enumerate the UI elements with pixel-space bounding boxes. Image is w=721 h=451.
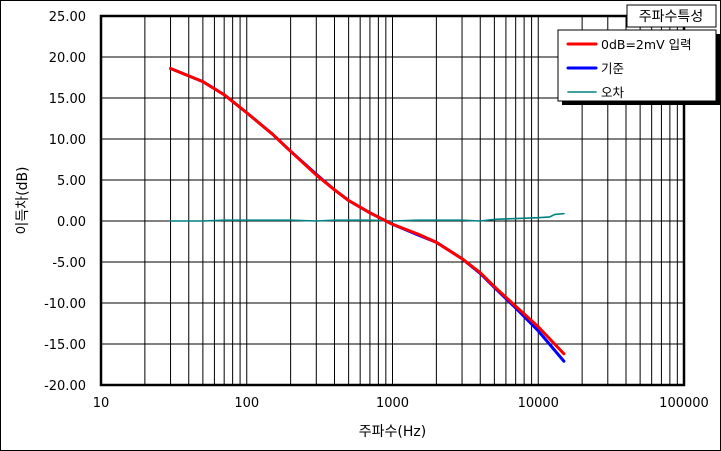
tick-labels: 10 100 1000 10000 100000 25.00 20.00 15.00 10.00… [44,10,709,411]
legend-label: 기준 [601,61,624,76]
series-line-3 [169,212,565,222]
x-tick-label: 100000 [659,396,709,411]
x-tick-label: 1000 [376,396,409,411]
y-tick-label: -20.00 [44,379,86,394]
x-tick-label: 100 [234,396,259,411]
legend-label: 오차 [601,85,625,100]
y-tick-label: 10.00 [49,133,86,148]
chart-title: 주파수특성 [639,9,703,25]
legend-label: 0dB=2mV 입력 [601,37,692,52]
x-tick-label: 10000 [518,396,559,411]
series-line-1 [169,66,566,356]
chart-title-box: 주파수특성 [626,4,717,28]
y-tick-label: -5.00 [52,256,86,271]
plot-area [99,14,686,387]
y-tick-label: 25.00 [49,10,86,25]
y-axis-label: 이득차(dB) [15,166,31,234]
y-tick-label: -10.00 [44,297,86,312]
y-tick-label: 5.00 [57,174,86,189]
x-axis-label: 주파수(Hz) [359,424,426,440]
y-tick-label: -15.00 [44,338,86,353]
series-line-2 [169,66,566,363]
y-tick-label: 0.00 [57,215,86,230]
x-tick-label: 10 [93,396,110,411]
grid [101,16,684,385]
y-tick-label: 15.00 [49,92,86,107]
series-group [169,66,566,363]
y-tick-label: 20.00 [49,51,86,66]
